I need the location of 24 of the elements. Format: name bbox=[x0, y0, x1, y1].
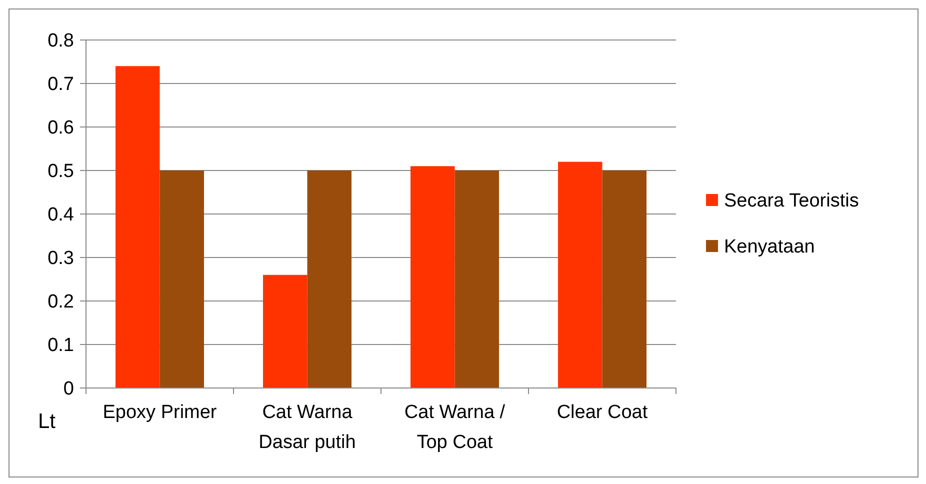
bar bbox=[160, 170, 204, 388]
y-tick-label: 0.4 bbox=[48, 204, 74, 226]
legend-label: Secara Teoristis bbox=[724, 190, 859, 212]
x-tick-label: Cat Warna Dasar putih bbox=[258, 402, 356, 453]
bar bbox=[454, 170, 499, 388]
x-tick-label: Epoxy Primer bbox=[102, 402, 218, 423]
y-tick-label: 0.5 bbox=[48, 161, 74, 182]
y-tick-label: 0 bbox=[63, 378, 74, 400]
bar bbox=[602, 170, 646, 388]
y-tick-label: 0.3 bbox=[48, 248, 74, 270]
bar bbox=[307, 170, 352, 388]
x-tick-label: Clear Coat bbox=[556, 402, 648, 423]
bar bbox=[558, 162, 602, 388]
bar bbox=[263, 274, 308, 388]
y-tick-label: 0.8 bbox=[48, 30, 74, 52]
y-axis-title: Lt bbox=[38, 410, 56, 433]
legend-label: Kenyataan bbox=[724, 236, 815, 258]
bar bbox=[116, 66, 160, 388]
y-tick-label: 0.2 bbox=[48, 292, 74, 313]
y-tick-label: 0.1 bbox=[48, 335, 74, 356]
y-tick-label: 0.6 bbox=[48, 118, 74, 139]
x-tick-label: Cat Warna / Top Coat bbox=[404, 402, 506, 453]
y-tick-label: 0.7 bbox=[48, 74, 74, 96]
bar bbox=[410, 166, 455, 388]
